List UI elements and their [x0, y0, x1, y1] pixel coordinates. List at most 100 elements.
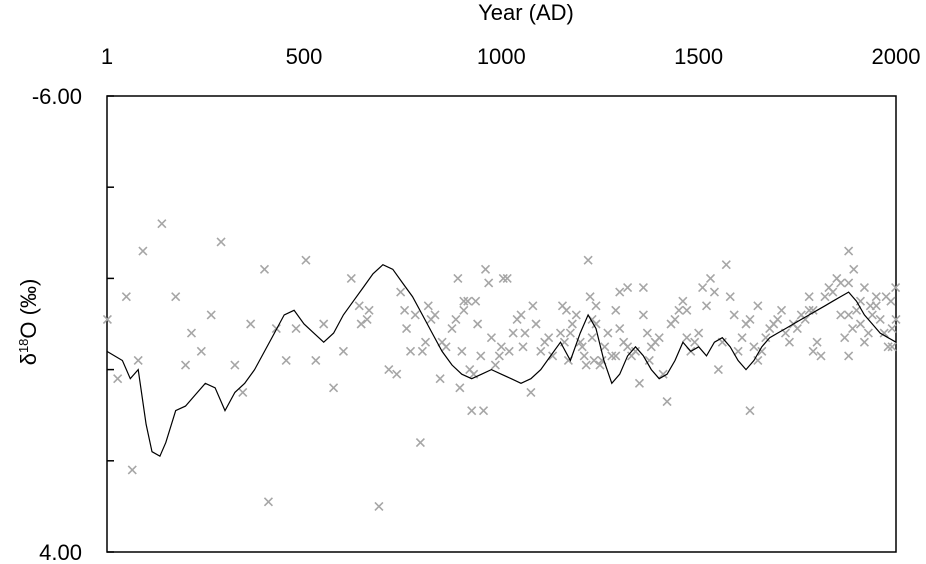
scatter-point [577, 342, 587, 352]
scatter-point [459, 296, 469, 306]
scatter-point [812, 337, 822, 347]
scatter-point [451, 314, 461, 325]
scatter-point [392, 369, 402, 379]
scatter-point [844, 310, 854, 320]
scatter-point [410, 310, 420, 320]
scatter-point [630, 346, 641, 356]
y-axis-ticks [107, 95, 114, 553]
scatter-point [544, 333, 554, 343]
scatter-point [851, 305, 862, 315]
scatter-point [733, 346, 743, 356]
scatter-point [658, 369, 668, 379]
scatter-point [441, 342, 451, 352]
scatter-point [678, 296, 688, 306]
scatter-point [384, 365, 394, 375]
scatter-point [804, 292, 814, 302]
scatter-point [600, 342, 610, 352]
scatter-point [654, 333, 664, 343]
scatter-point [757, 346, 767, 356]
scatter-point [246, 319, 256, 329]
scatter-point [113, 374, 123, 384]
scatter-point [494, 351, 504, 361]
scatter-point [737, 333, 747, 343]
scatter-point [561, 305, 571, 315]
scatter-point [496, 342, 506, 352]
scatter-point [555, 328, 566, 338]
scatter-point [585, 292, 595, 302]
y-tick-label: 4.00 [39, 540, 82, 564]
scatter-point [571, 310, 581, 320]
scatter-point [891, 282, 901, 293]
scatter-point [430, 310, 440, 320]
scatter-point [581, 360, 591, 370]
scatter-point [871, 292, 881, 302]
scatter-point [820, 292, 830, 302]
scatter-point [138, 246, 148, 256]
scatter-point [478, 406, 489, 416]
scatter-point [644, 355, 654, 366]
scatter-point [883, 342, 893, 352]
scatter-point [121, 292, 131, 302]
scatter-point [354, 301, 364, 311]
scatter-point [725, 292, 735, 302]
scatter-point [698, 282, 708, 293]
plot-frame [106, 95, 897, 553]
scatter-point [417, 346, 427, 356]
scatter-point [753, 301, 763, 311]
scatter-point [319, 319, 329, 329]
scatter-point [662, 396, 672, 407]
scatter-point [589, 355, 599, 366]
scatter-point [800, 314, 810, 325]
scatter-point [808, 346, 818, 356]
y-axis-title-superscript: 18 [16, 339, 31, 353]
scatter-point [230, 360, 240, 370]
scatter-point [171, 292, 181, 302]
scatter-point [859, 282, 869, 293]
scatter-point [420, 337, 431, 347]
scatter-point [611, 305, 621, 315]
scatter-point [531, 319, 541, 329]
scatter-point [828, 287, 838, 297]
line-path [106, 263, 897, 458]
x-tick-label: 1 [101, 44, 113, 69]
scatter-point [528, 301, 538, 311]
scatter-point [749, 342, 759, 352]
scatter-point [816, 351, 826, 361]
scatter-point [356, 319, 366, 329]
scatter-point [346, 273, 356, 283]
scatter-point [186, 328, 197, 338]
scatter-point [670, 314, 680, 325]
scatter-point [133, 355, 143, 366]
scatter-point [400, 305, 410, 315]
scatter-point [709, 287, 720, 297]
scatter-point [567, 319, 577, 329]
scatter-point [694, 328, 704, 338]
scatter-point [402, 323, 412, 334]
x-tick-label: 1500 [674, 44, 723, 69]
scatter-point [415, 437, 425, 448]
scatter-point [473, 319, 483, 329]
scatter-series [102, 219, 901, 511]
scatter-point [863, 328, 873, 338]
scatter-point [701, 301, 712, 311]
scatter-point [463, 296, 473, 306]
scatter-point [623, 282, 633, 293]
scatter-point [844, 351, 854, 361]
scatter-point [745, 314, 755, 325]
y-axis-title-delta: δ [16, 353, 41, 365]
scatter-point [615, 323, 625, 334]
scatter-point [328, 383, 339, 393]
scatter-point [238, 387, 248, 397]
scatter-point [480, 264, 491, 274]
scatter-point [405, 346, 416, 356]
scatter-point [259, 264, 270, 274]
scatter-point [865, 301, 875, 311]
scatter-point [180, 360, 191, 370]
scatter-point [486, 333, 497, 343]
scatter-point [844, 246, 854, 256]
scatter-point [457, 346, 467, 356]
y-axis-title-rest: O (‰) [16, 279, 41, 339]
scatter-point [216, 237, 226, 247]
scatter-point [583, 255, 593, 265]
scatter-point [447, 323, 457, 334]
